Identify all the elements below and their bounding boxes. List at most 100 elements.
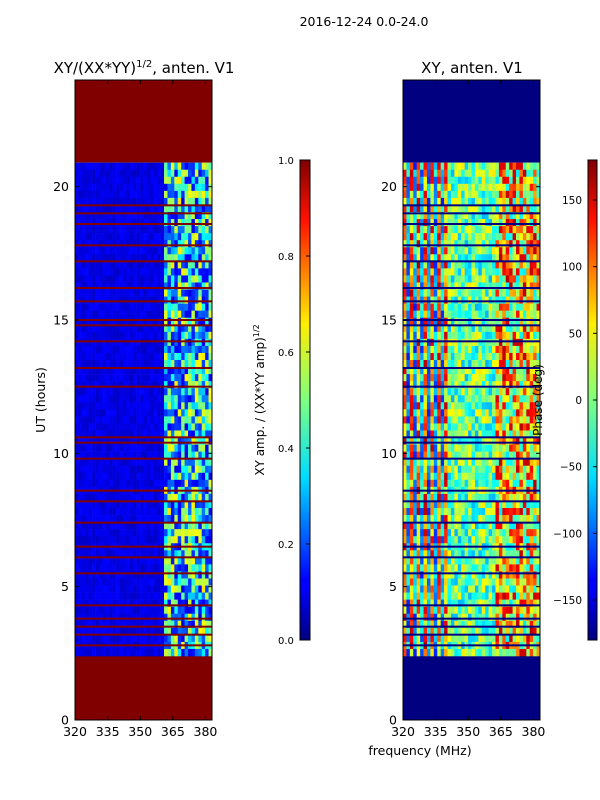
left-heat-cell [184, 176, 189, 185]
right-heat-cell [447, 508, 452, 516]
right-heat-cell [409, 176, 414, 185]
left-heat-cell [150, 402, 155, 410]
right-heat-cell [485, 261, 489, 269]
left-heat-cell [188, 606, 192, 615]
left-heat-cell [88, 388, 93, 396]
right-heat-cell [481, 310, 486, 319]
right-heat-cell [457, 515, 462, 523]
left-heat-cell [126, 564, 131, 572]
left-heat-cell [102, 536, 107, 544]
right-heat-cell [474, 261, 479, 269]
right-heat-cell [468, 197, 472, 206]
left-heat-cell [136, 606, 141, 615]
left-heat-cell [194, 402, 199, 410]
left-heat-cell [184, 508, 189, 516]
right-heat-cell [468, 247, 472, 255]
left-heat-cell [133, 522, 137, 530]
right-heat-cell [495, 648, 500, 657]
right-heat-cell [488, 465, 493, 474]
left-heat-cell [198, 374, 203, 382]
left-heat-cell [181, 254, 185, 262]
right-heat-cell [454, 613, 459, 622]
left-heat-cell [98, 557, 103, 565]
left-heat-cell [119, 352, 124, 361]
left-heat-cell [119, 599, 124, 607]
left-heat-cell [174, 212, 179, 220]
right-heat-cell [471, 289, 476, 297]
right-heat-cell [403, 395, 407, 403]
right-heat-cell [481, 331, 486, 340]
right-heat-cell [416, 493, 421, 502]
right-heat-cell [413, 508, 417, 516]
left-heat-cell [208, 416, 212, 424]
left-heat-cell [102, 233, 107, 241]
right-heat-cell [440, 275, 445, 283]
left-heat-cell [146, 599, 151, 607]
left-heat-cell [191, 268, 196, 276]
left-heat-cell [194, 381, 199, 389]
right-heat-cell [440, 423, 445, 431]
left-heat-cell [198, 289, 203, 297]
right-heat-cell [468, 515, 472, 523]
right-heat-cell [474, 324, 479, 333]
right-heat-cell [433, 557, 438, 565]
left-heat-cell [122, 578, 127, 586]
left-heat-cell [112, 247, 117, 255]
left-heat-cell [170, 317, 175, 326]
left-heat-cell [81, 169, 86, 178]
right-heat-cell [488, 381, 493, 389]
left-flag-stripe [75, 340, 212, 343]
right-heat-cell [450, 571, 455, 579]
right-heat-cell [440, 493, 445, 502]
left-heat-cell [174, 451, 179, 459]
right-heat-cell [433, 634, 438, 643]
left-heat-cell [143, 190, 148, 199]
right-heat-cell [488, 620, 493, 629]
right-heat-cell [485, 219, 489, 227]
left-heat-cell [92, 212, 96, 220]
right-heat-cell [430, 627, 435, 636]
left-heat-cell [109, 550, 113, 558]
right-heat-cell [461, 578, 465, 586]
right-heat-cell [471, 599, 476, 607]
left-heat-cell [157, 500, 161, 509]
right-heat-cell [416, 585, 421, 593]
left-heat-cell [136, 599, 141, 607]
right-heat-cell [426, 508, 431, 516]
left-heat-cell [116, 564, 120, 572]
left-heat-cell [205, 550, 209, 558]
right-heat-cell [426, 522, 431, 530]
left-heat-cell [98, 360, 103, 368]
left-heat-cell [112, 402, 117, 410]
right-heat-cell [464, 268, 469, 276]
right-heat-cell [478, 634, 483, 643]
left-heat-cell [133, 289, 137, 297]
left-heat-cell [181, 613, 185, 622]
right-heat-cell [409, 550, 414, 558]
right-heat-cell [444, 261, 448, 269]
right-heat-cell [464, 204, 469, 213]
left-heat-cell [126, 550, 131, 558]
right-heat-cell [437, 430, 441, 438]
left-heat-cell [201, 331, 206, 340]
left-heat-cell [140, 599, 144, 607]
left-heat-cell [170, 219, 175, 227]
right-heat-cell [495, 233, 500, 241]
left-heat-cell [205, 529, 209, 537]
left-heat-cell [167, 388, 172, 396]
left-heat-cell [133, 620, 137, 629]
left-heat-cell [205, 416, 209, 424]
right-heat-cell [426, 479, 431, 488]
left-heat-cell [160, 303, 165, 311]
left-heat-cell [122, 571, 127, 579]
right-heat-cell [440, 261, 445, 269]
left-heat-cell [170, 599, 175, 607]
right-heat-cell [426, 388, 431, 396]
left-heat-cell [75, 409, 79, 417]
left-heat-cell [208, 529, 212, 537]
left-heat-cell [126, 296, 131, 304]
left-heat-cell [75, 550, 79, 558]
right-heat-cell [437, 620, 441, 629]
right-heat-cell [492, 536, 496, 544]
left-heat-cell [95, 515, 100, 523]
